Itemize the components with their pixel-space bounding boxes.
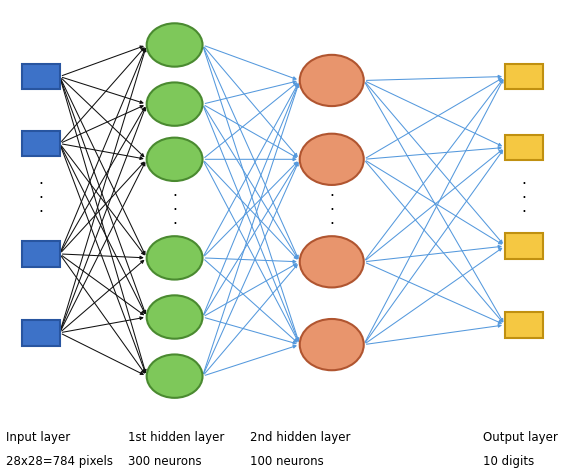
Text: 28x28=784 pixels: 28x28=784 pixels	[6, 455, 113, 468]
Bar	[22, 320, 59, 346]
Ellipse shape	[300, 133, 364, 185]
Bar	[22, 241, 59, 267]
Bar	[22, 131, 59, 156]
Ellipse shape	[300, 319, 364, 370]
Text: ·
·
·: · · ·	[329, 189, 334, 232]
Bar	[22, 64, 59, 89]
Bar	[505, 64, 542, 89]
Ellipse shape	[300, 55, 364, 106]
Text: Input layer: Input layer	[6, 431, 70, 444]
Text: 300 neurons: 300 neurons	[128, 455, 202, 468]
Text: 2nd hidden layer: 2nd hidden layer	[250, 431, 351, 444]
Ellipse shape	[147, 236, 203, 280]
Ellipse shape	[147, 295, 203, 339]
Text: 100 neurons: 100 neurons	[250, 455, 324, 468]
Ellipse shape	[300, 236, 364, 287]
Text: ·
·
·: · · ·	[521, 178, 526, 220]
Ellipse shape	[147, 138, 203, 181]
Ellipse shape	[147, 83, 203, 126]
Ellipse shape	[147, 354, 203, 398]
Bar	[505, 135, 542, 160]
Text: ·
·
·: · · ·	[38, 178, 43, 220]
Text: 1st hidden layer: 1st hidden layer	[128, 431, 225, 444]
Ellipse shape	[147, 23, 203, 67]
Bar	[505, 233, 542, 259]
Text: 10 digits: 10 digits	[483, 455, 534, 468]
Text: Output layer: Output layer	[483, 431, 558, 444]
Text: ·
·
·: · · ·	[172, 189, 177, 232]
Bar	[505, 312, 542, 338]
